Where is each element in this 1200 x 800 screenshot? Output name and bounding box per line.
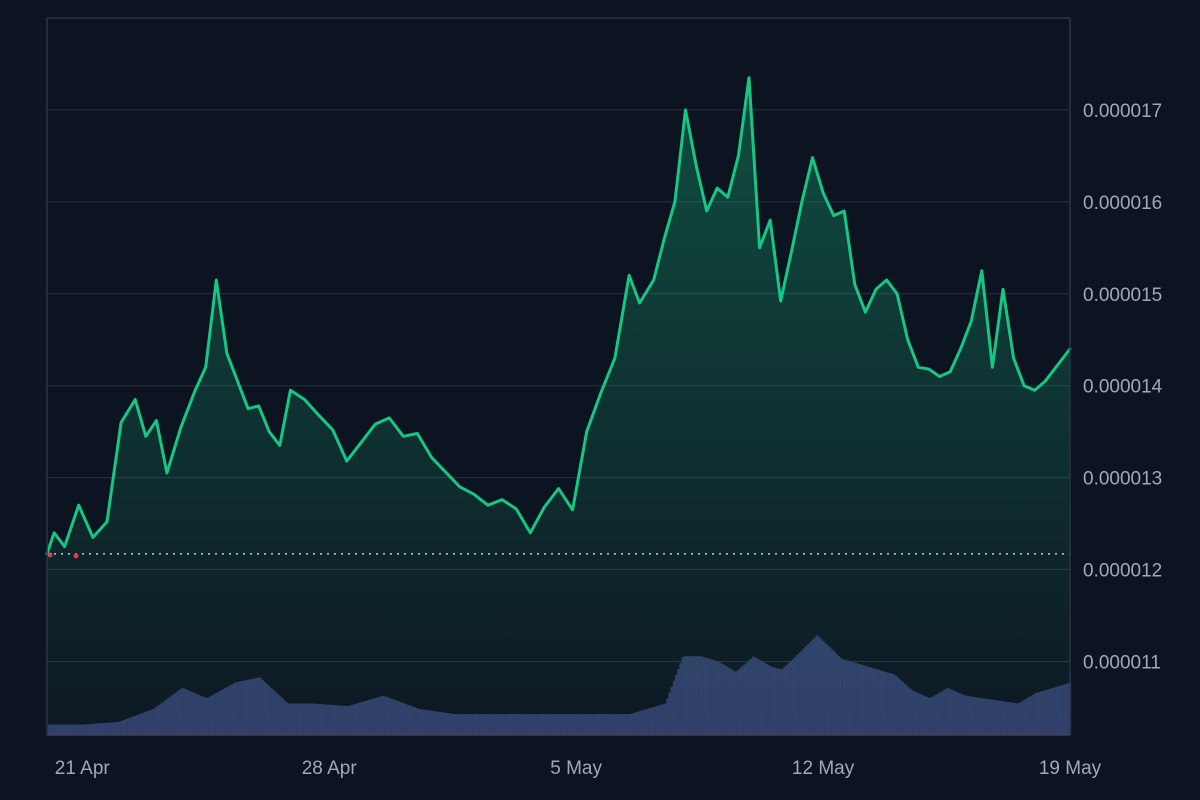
- below-baseline-dot: [73, 553, 79, 559]
- plot-frame: [46, 17, 1071, 736]
- x-tick-label: 21 Apr: [55, 758, 111, 779]
- price-area-fill: [47, 77, 1070, 735]
- x-tick-label: 5 May: [550, 758, 602, 779]
- y-tick-label: 0.000017: [1083, 101, 1162, 122]
- price-series-line: [45, 76, 1072, 556]
- y-tick-label: 0.000011: [1083, 652, 1161, 673]
- price-line: [45, 76, 1072, 556]
- x-axis-labels: 21 Apr 28 Apr 5 May 12 May 19 May: [55, 758, 1102, 779]
- x-tick-label: 28 Apr: [302, 758, 358, 779]
- y-tick-label: 0.000013: [1083, 469, 1162, 490]
- baseline-dotted-line: [47, 552, 1070, 559]
- y-axis-labels: 0.000011 0.000012 0.000013 0.000014 0.000015…: [1083, 101, 1163, 674]
- price-area: [47, 77, 1070, 735]
- y-tick-label: 0.000015: [1083, 285, 1162, 306]
- x-tick-label: 19 May: [1039, 758, 1102, 779]
- x-tick-label: 12 May: [792, 758, 855, 779]
- y-tick-label: 0.000016: [1083, 193, 1162, 214]
- y-tick-label: 0.000012: [1083, 561, 1162, 582]
- below-baseline-dot: [47, 552, 53, 558]
- y-tick-label: 0.000014: [1083, 377, 1163, 398]
